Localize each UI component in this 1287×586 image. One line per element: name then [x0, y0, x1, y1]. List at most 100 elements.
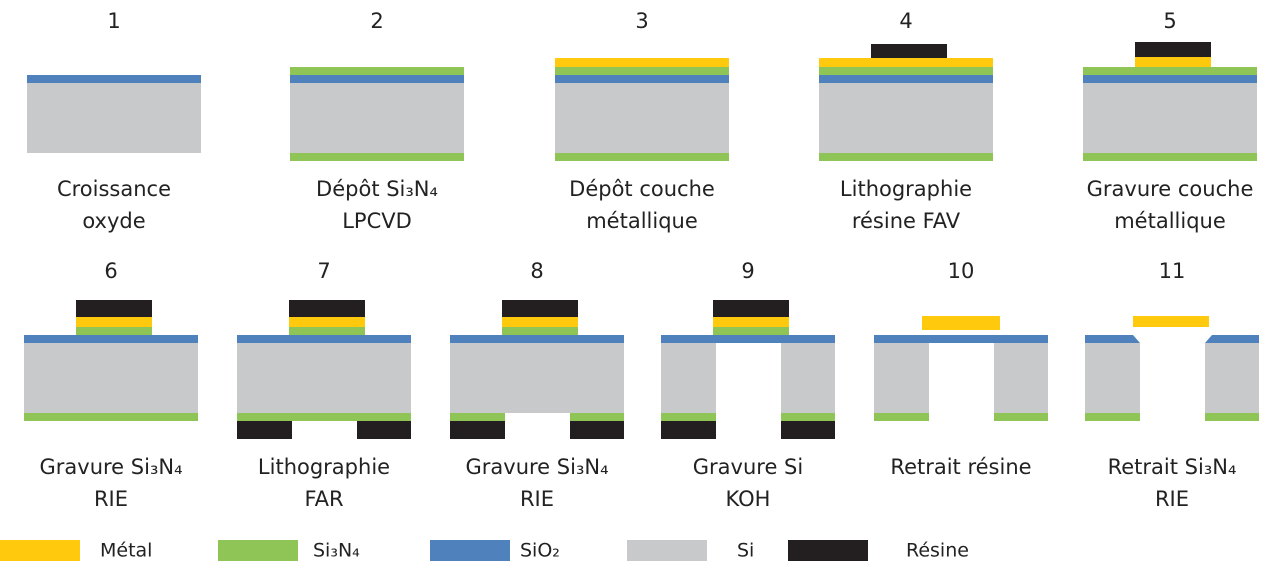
layer — [237, 343, 411, 413]
layer — [450, 413, 505, 421]
step-label: Retrait Si₃N₄ — [1108, 455, 1237, 479]
layer — [289, 317, 365, 327]
layer — [1205, 413, 1259, 421]
layer — [1083, 153, 1257, 161]
layer — [357, 421, 411, 439]
layer — [450, 343, 624, 413]
layer — [290, 67, 464, 75]
legend-swatch — [0, 540, 80, 561]
layer — [502, 300, 578, 317]
layer — [994, 343, 1048, 413]
layer — [237, 421, 292, 439]
layer — [713, 327, 789, 335]
step-label: Retrait résine — [890, 455, 1031, 479]
step-number: 11 — [1159, 259, 1186, 283]
layer — [874, 335, 1048, 343]
layer — [24, 343, 198, 413]
step-number: 5 — [1163, 9, 1176, 33]
layer — [819, 67, 993, 75]
layer — [1133, 316, 1209, 327]
legend-swatch — [788, 540, 868, 561]
layer — [290, 153, 464, 161]
layer — [1083, 83, 1257, 153]
layer — [555, 83, 729, 153]
step-label: KOH — [726, 487, 771, 511]
layer — [76, 317, 152, 327]
step-label: LPCVD — [342, 209, 412, 233]
layer — [555, 58, 729, 67]
layer — [289, 300, 365, 317]
step-label: résine FAV — [852, 209, 961, 233]
legend-swatch — [627, 540, 707, 561]
layer — [555, 67, 729, 75]
layer — [874, 413, 929, 421]
step-label: RIE — [1155, 487, 1189, 511]
legend-label: Si₃N₄ — [313, 540, 360, 562]
layer — [781, 413, 835, 421]
step-number: 3 — [635, 9, 648, 33]
layer — [570, 421, 624, 439]
step-number: 2 — [370, 9, 383, 33]
layer — [76, 327, 152, 335]
layer — [27, 75, 201, 83]
layer — [819, 75, 993, 83]
step-number: 8 — [530, 259, 543, 283]
layer — [1135, 42, 1211, 57]
layer — [1083, 75, 1257, 83]
step-label: Lithographie — [840, 177, 972, 201]
step-label: Dépôt couche — [569, 177, 715, 201]
layer — [819, 153, 993, 161]
layer — [661, 413, 716, 421]
layer — [1205, 343, 1259, 413]
layer — [237, 335, 411, 343]
legend-label: SiO₂ — [520, 540, 560, 562]
layer — [24, 335, 198, 343]
layer — [819, 83, 993, 153]
layer — [781, 421, 835, 439]
layer — [502, 317, 578, 327]
layer — [1083, 67, 1257, 75]
layer — [661, 335, 835, 343]
layer — [781, 343, 835, 413]
step-label: métallique — [1114, 209, 1226, 233]
oxide-layer — [1205, 335, 1259, 343]
layer — [237, 413, 411, 421]
layer — [661, 421, 716, 439]
step-label: Lithographie — [258, 455, 390, 479]
legend-label: Métal — [100, 540, 152, 562]
legend-label: Si — [737, 540, 754, 562]
layer — [555, 153, 729, 161]
legend-label: Résine — [906, 540, 969, 562]
step-label: RIE — [520, 487, 554, 511]
layer — [922, 316, 1000, 330]
step-number: 9 — [741, 259, 754, 283]
step-label: Gravure couche — [1087, 177, 1254, 201]
layer — [1085, 413, 1140, 421]
step-label: oxyde — [82, 209, 145, 233]
layer — [290, 83, 464, 153]
step-number: 4 — [899, 9, 912, 33]
layer — [555, 75, 729, 83]
layer — [1085, 343, 1140, 413]
step-label: Gravure Si — [693, 455, 803, 479]
step-label: métallique — [586, 209, 698, 233]
step-label: Gravure Si₃N₄ — [40, 455, 183, 479]
layer — [570, 413, 624, 421]
layer — [450, 421, 505, 439]
layer — [27, 83, 201, 153]
step-label: RIE — [94, 487, 128, 511]
step-number: 10 — [948, 259, 975, 283]
step-label: Gravure Si₃N₄ — [466, 455, 609, 479]
layer — [713, 300, 789, 317]
layer — [871, 44, 947, 58]
step-number: 6 — [104, 259, 117, 283]
step-label: Dépôt Si₃N₄ — [316, 177, 438, 201]
layer — [661, 343, 716, 413]
layer — [450, 335, 624, 343]
layer — [819, 58, 993, 67]
layer — [289, 327, 365, 335]
layer — [502, 327, 578, 335]
layer — [713, 317, 789, 327]
layer — [994, 413, 1048, 421]
